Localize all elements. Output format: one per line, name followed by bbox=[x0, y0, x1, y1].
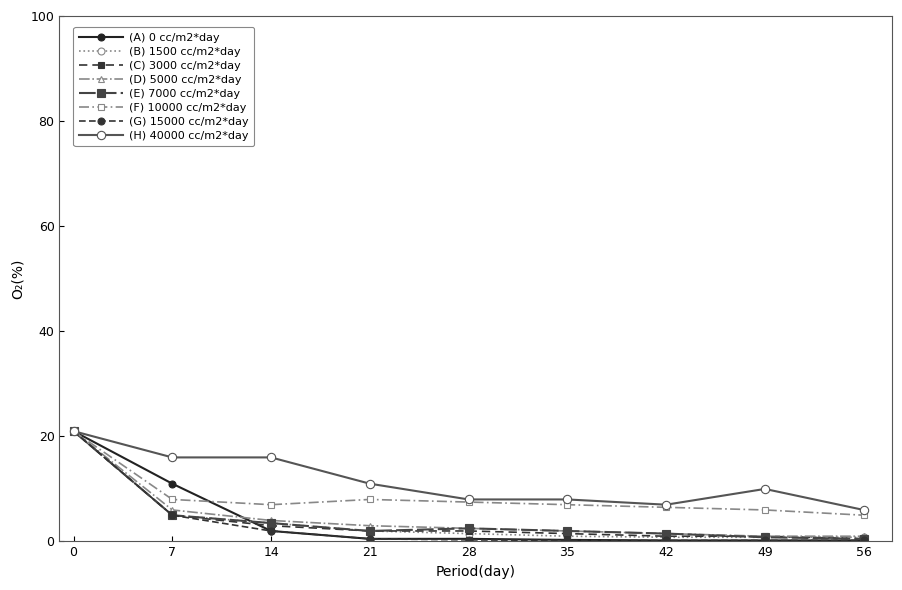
(B) 1500 cc/m2*day bbox=[364, 527, 375, 535]
(D) 5000 cc/m2*day bbox=[660, 530, 671, 537]
(H) 40000 cc/m2*day bbox=[561, 496, 572, 503]
(F) 10000 cc/m2*day bbox=[364, 496, 375, 503]
(B) 1500 cc/m2*day bbox=[759, 534, 769, 541]
(D) 5000 cc/m2*day bbox=[364, 522, 375, 529]
(H) 40000 cc/m2*day bbox=[857, 506, 868, 513]
(B) 1500 cc/m2*day bbox=[265, 520, 276, 527]
(C) 3000 cc/m2*day bbox=[167, 512, 178, 519]
(H) 40000 cc/m2*day bbox=[364, 480, 375, 487]
(C) 3000 cc/m2*day bbox=[364, 527, 375, 535]
(E) 7000 cc/m2*day bbox=[167, 512, 178, 519]
(B) 1500 cc/m2*day bbox=[167, 512, 178, 519]
(G) 15000 cc/m2*day bbox=[167, 512, 178, 519]
(A) 0 cc/m2*day bbox=[561, 536, 572, 543]
(A) 0 cc/m2*day bbox=[364, 535, 375, 542]
(C) 3000 cc/m2*day bbox=[660, 533, 671, 540]
Line: (C) 3000 cc/m2*day: (C) 3000 cc/m2*day bbox=[70, 428, 866, 542]
(C) 3000 cc/m2*day bbox=[463, 527, 474, 535]
Line: (H) 40000 cc/m2*day: (H) 40000 cc/m2*day bbox=[69, 427, 867, 514]
(H) 40000 cc/m2*day bbox=[759, 486, 769, 493]
(A) 0 cc/m2*day bbox=[857, 537, 868, 544]
(G) 15000 cc/m2*day bbox=[759, 537, 769, 544]
(E) 7000 cc/m2*day bbox=[660, 530, 671, 537]
Legend: (A) 0 cc/m2*day, (B) 1500 cc/m2*day, (C) 3000 cc/m2*day, (D) 5000 cc/m2*day, (E): (A) 0 cc/m2*day, (B) 1500 cc/m2*day, (C)… bbox=[73, 27, 253, 146]
(F) 10000 cc/m2*day bbox=[857, 512, 868, 519]
Line: (A) 0 cc/m2*day: (A) 0 cc/m2*day bbox=[70, 428, 866, 544]
(A) 0 cc/m2*day bbox=[463, 535, 474, 542]
Line: (G) 15000 cc/m2*day: (G) 15000 cc/m2*day bbox=[70, 428, 866, 544]
(B) 1500 cc/m2*day bbox=[660, 534, 671, 541]
(F) 10000 cc/m2*day bbox=[561, 501, 572, 508]
(G) 15000 cc/m2*day bbox=[265, 527, 276, 535]
(G) 15000 cc/m2*day bbox=[463, 536, 474, 543]
(B) 1500 cc/m2*day bbox=[68, 428, 78, 435]
(G) 15000 cc/m2*day bbox=[68, 428, 78, 435]
(D) 5000 cc/m2*day bbox=[759, 533, 769, 540]
(H) 40000 cc/m2*day bbox=[265, 454, 276, 461]
(D) 5000 cc/m2*day bbox=[561, 527, 572, 535]
(E) 7000 cc/m2*day bbox=[265, 520, 276, 527]
Line: (F) 10000 cc/m2*day: (F) 10000 cc/m2*day bbox=[70, 428, 866, 519]
(A) 0 cc/m2*day bbox=[660, 537, 671, 544]
(C) 3000 cc/m2*day bbox=[857, 535, 868, 542]
Line: (D) 5000 cc/m2*day: (D) 5000 cc/m2*day bbox=[70, 428, 866, 540]
Line: (E) 7000 cc/m2*day: (E) 7000 cc/m2*day bbox=[69, 427, 867, 543]
(H) 40000 cc/m2*day bbox=[660, 501, 671, 508]
(A) 0 cc/m2*day bbox=[265, 527, 276, 535]
(H) 40000 cc/m2*day bbox=[167, 454, 178, 461]
Y-axis label: O₂(%): O₂(%) bbox=[11, 258, 25, 299]
(F) 10000 cc/m2*day bbox=[759, 506, 769, 513]
(A) 0 cc/m2*day bbox=[167, 480, 178, 487]
(D) 5000 cc/m2*day bbox=[463, 525, 474, 532]
(F) 10000 cc/m2*day bbox=[167, 496, 178, 503]
(F) 10000 cc/m2*day bbox=[463, 499, 474, 506]
(C) 3000 cc/m2*day bbox=[265, 522, 276, 529]
(F) 10000 cc/m2*day bbox=[265, 501, 276, 508]
(G) 15000 cc/m2*day bbox=[857, 537, 868, 544]
(G) 15000 cc/m2*day bbox=[561, 537, 572, 544]
(G) 15000 cc/m2*day bbox=[364, 535, 375, 542]
X-axis label: Period(day): Period(day) bbox=[435, 565, 515, 579]
(B) 1500 cc/m2*day bbox=[463, 530, 474, 537]
(C) 3000 cc/m2*day bbox=[68, 428, 78, 435]
(G) 15000 cc/m2*day bbox=[660, 537, 671, 544]
(E) 7000 cc/m2*day bbox=[68, 428, 78, 435]
(E) 7000 cc/m2*day bbox=[364, 527, 375, 535]
(B) 1500 cc/m2*day bbox=[857, 534, 868, 541]
(D) 5000 cc/m2*day bbox=[265, 517, 276, 524]
(E) 7000 cc/m2*day bbox=[759, 534, 769, 541]
(E) 7000 cc/m2*day bbox=[463, 525, 474, 532]
(H) 40000 cc/m2*day bbox=[68, 428, 78, 435]
(H) 40000 cc/m2*day bbox=[463, 496, 474, 503]
(E) 7000 cc/m2*day bbox=[561, 527, 572, 535]
(D) 5000 cc/m2*day bbox=[857, 533, 868, 540]
(E) 7000 cc/m2*day bbox=[857, 535, 868, 542]
(F) 10000 cc/m2*day bbox=[68, 428, 78, 435]
(A) 0 cc/m2*day bbox=[759, 537, 769, 544]
Line: (B) 1500 cc/m2*day: (B) 1500 cc/m2*day bbox=[70, 428, 866, 541]
(C) 3000 cc/m2*day bbox=[561, 530, 572, 537]
(D) 5000 cc/m2*day bbox=[68, 428, 78, 435]
(B) 1500 cc/m2*day bbox=[561, 533, 572, 540]
(D) 5000 cc/m2*day bbox=[167, 506, 178, 513]
(F) 10000 cc/m2*day bbox=[660, 504, 671, 511]
(C) 3000 cc/m2*day bbox=[759, 533, 769, 540]
(A) 0 cc/m2*day bbox=[68, 428, 78, 435]
